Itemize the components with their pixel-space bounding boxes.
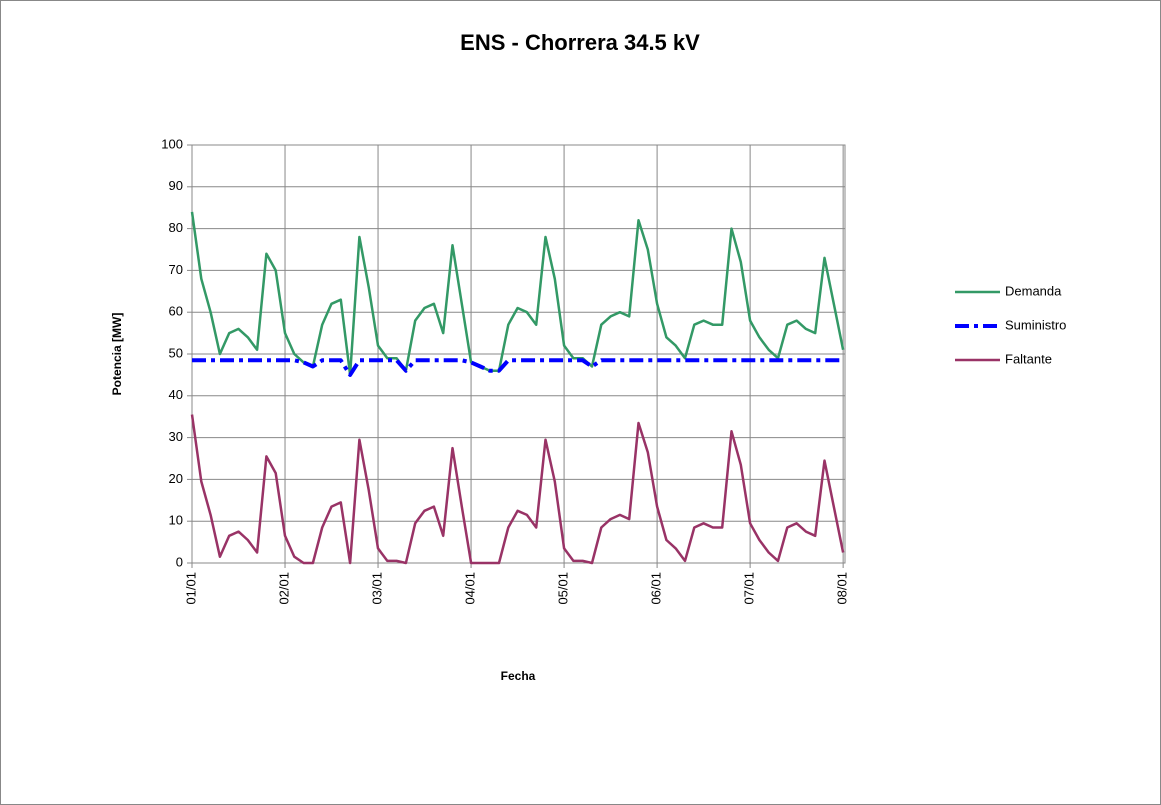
x-tick-label: 03/01 [369, 572, 384, 605]
legend-label: Faltante [1005, 351, 1052, 366]
legend-label: Demanda [1005, 283, 1062, 298]
y-tick-label: 30 [169, 429, 183, 444]
y-tick-label: 20 [169, 471, 183, 486]
series-line [190, 414, 845, 565]
x-tick-label: 05/01 [556, 572, 571, 605]
chart-title: ENS - Chorrera 34.5 kV [460, 30, 700, 55]
y-tick-label: 80 [169, 220, 183, 235]
x-tick-label: 08/01 [835, 572, 850, 605]
x-tick-label: 02/01 [276, 572, 291, 605]
y-tick-label: 40 [169, 387, 183, 402]
y-tick-label: 90 [169, 178, 183, 193]
x-tick-label: 06/01 [649, 572, 664, 605]
y-axis-label: Potencia [MW] [110, 313, 124, 396]
y-tick-label: 70 [169, 262, 183, 277]
y-tick-label: 60 [169, 304, 183, 319]
series-line [192, 358, 844, 377]
legend-label: Suministro [1005, 317, 1066, 332]
y-tick-label: 10 [169, 513, 183, 528]
y-tick-label: 100 [161, 136, 183, 151]
x-axis-label: Fecha [501, 669, 536, 683]
x-tick-label: 04/01 [462, 572, 477, 605]
series-line [190, 211, 845, 377]
y-tick-label: 0 [176, 554, 183, 569]
y-tick-label: 50 [169, 345, 183, 360]
x-tick-label: 07/01 [742, 572, 757, 605]
x-tick-label: 01/01 [183, 572, 198, 605]
